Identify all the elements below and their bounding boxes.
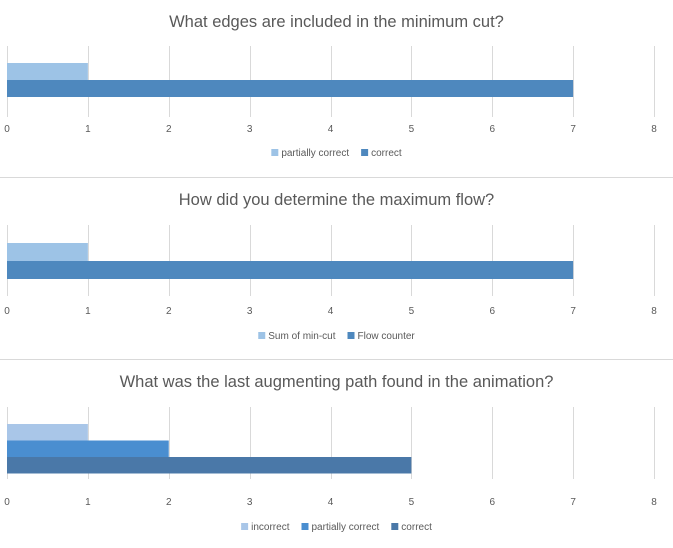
chart-1-legend-swatch-partially-correct xyxy=(271,149,279,156)
chart-2-tick-label-1: 1 xyxy=(85,306,91,317)
chart-1-bar-partially-correct xyxy=(7,63,88,80)
chart-3-legend-swatch-incorrect xyxy=(241,523,249,530)
chart-1-tick-label-4: 4 xyxy=(328,124,334,135)
chart-3-tick-label-0: 0 xyxy=(4,497,10,508)
chart-2-tick-label-6: 6 xyxy=(489,306,495,317)
chart-2-tick-label-0: 0 xyxy=(4,306,10,317)
chart-3-bar-partially-correct xyxy=(7,440,169,457)
chart-2-tick-label-2: 2 xyxy=(166,306,172,317)
chart-3-legend-swatch-correct xyxy=(391,523,399,530)
chart-1-tick-label-8: 8 xyxy=(651,124,657,135)
chart-2-tick-label-7: 7 xyxy=(570,306,576,317)
chart-1-legend-swatch-correct xyxy=(361,149,369,156)
chart-3-tick-label-4: 4 xyxy=(328,497,334,508)
chart-1-title: What edges are included in the minimum c… xyxy=(169,13,504,31)
chart-1-bar-correct xyxy=(7,80,574,97)
chart-3-tick-label-3: 3 xyxy=(247,497,253,508)
chart-3-legend-label-incorrect: incorrect xyxy=(251,522,290,533)
chart-1-tick-label-5: 5 xyxy=(409,124,415,135)
chart-2-legend-swatch-flow-counter xyxy=(347,332,355,339)
chart-1-tick-label-6: 6 xyxy=(489,124,495,135)
chart-3-legend-label-correct: correct xyxy=(401,522,432,533)
chart-2-legend-swatch-sum-of-min-cut xyxy=(258,332,266,339)
chart-1-tick-label-3: 3 xyxy=(247,124,253,135)
chart-1-tick-label-1: 1 xyxy=(85,124,91,135)
chart-2-bar-sum-of-min-cut xyxy=(7,243,88,261)
chart-2-tick-label-4: 4 xyxy=(328,306,334,317)
chart-3-legend-label-partially-correct: partially correct xyxy=(311,522,379,533)
chart-3-legend-swatch-partially-correct xyxy=(301,523,309,530)
chart-1-tick-label-2: 2 xyxy=(166,124,172,135)
chart-3-tick-label-5: 5 xyxy=(409,497,415,508)
chart-2-legend-label-sum-of-min-cut: Sum of min-cut xyxy=(268,331,335,342)
chart-2-bar-flow-counter xyxy=(7,261,574,279)
chart-2-tick-label-5: 5 xyxy=(409,306,415,317)
chart-3-bar-correct xyxy=(7,457,412,474)
chart-3-tick-label-1: 1 xyxy=(85,497,91,508)
chart-2-legend-label-flow-counter: Flow counter xyxy=(358,331,416,342)
chart-3-tick-label-6: 6 xyxy=(489,497,495,508)
chart-3-tick-label-2: 2 xyxy=(166,497,172,508)
chart-1-tick-label-0: 0 xyxy=(4,124,10,135)
chart-3-tick-label-7: 7 xyxy=(570,497,576,508)
chart-2-tick-label-8: 8 xyxy=(651,306,657,317)
chart-1-tick-label-7: 7 xyxy=(570,124,576,135)
chart-1-legend-label-correct: correct xyxy=(371,148,402,159)
chart-1-legend-label-partially-correct: partially correct xyxy=(281,148,349,159)
chart-2-tick-label-3: 3 xyxy=(247,306,253,317)
chart-3-title: What was the last augmenting path found … xyxy=(120,373,554,391)
chart-3-tick-label-8: 8 xyxy=(651,497,657,508)
chart-3-bar-incorrect xyxy=(7,424,88,441)
chart-2-title: How did you determine the maximum flow? xyxy=(179,191,494,209)
